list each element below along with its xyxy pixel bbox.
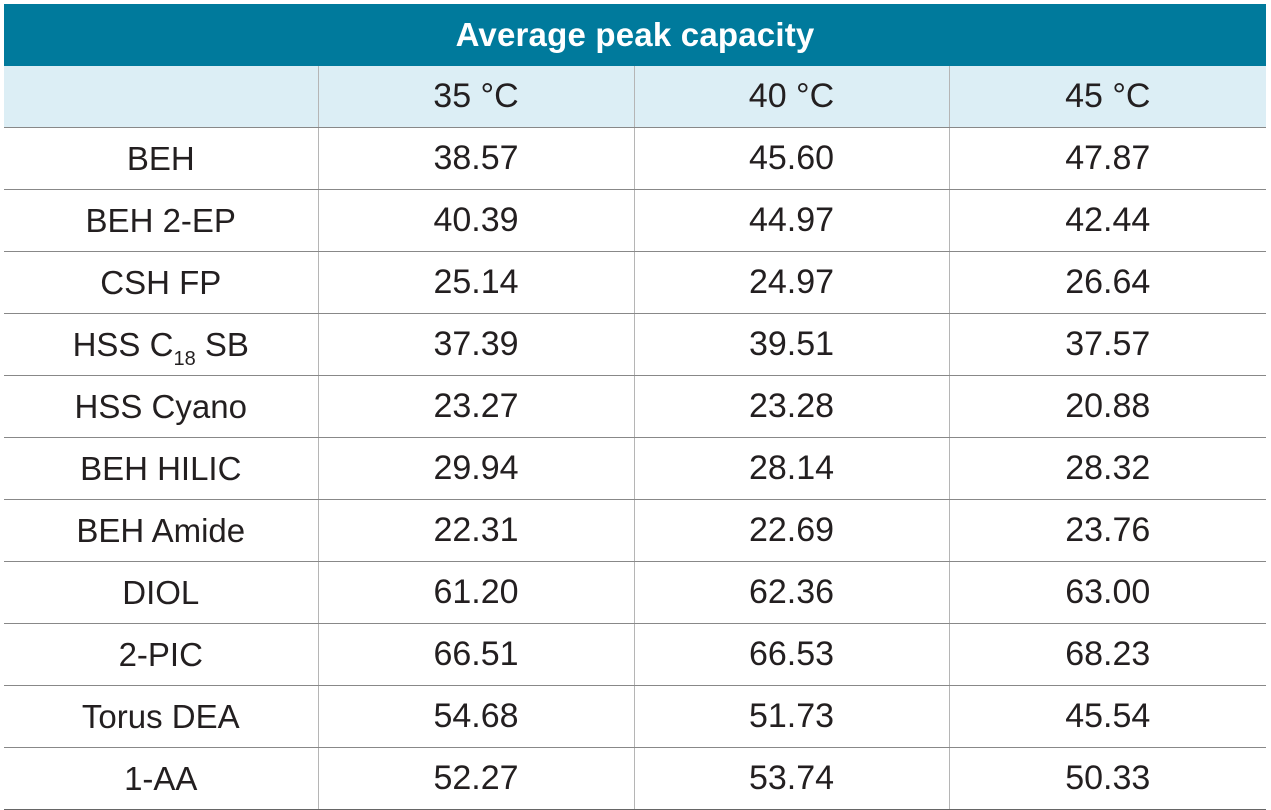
row-label: HSS Cyano xyxy=(4,375,318,438)
table-row: HSS C18 SB 37.39 39.51 37.57 xyxy=(4,313,1267,376)
table-row: 2-PIC 66.51 66.53 68.23 xyxy=(4,623,1267,686)
row-label: BEH HILIC xyxy=(4,437,318,500)
table-cell: 51.73 xyxy=(633,685,949,748)
table-cell: 37.39 xyxy=(317,313,634,376)
table-cell: 42.44 xyxy=(948,189,1267,252)
table-row: CSH FP 25.14 24.97 26.64 xyxy=(4,251,1267,314)
table-header-row: 35 °C 40 °C 45 °C xyxy=(4,66,1267,128)
table-cell: 28.32 xyxy=(948,437,1267,500)
table-cell: 68.23 xyxy=(948,623,1267,686)
row-label: CSH FP xyxy=(4,251,318,314)
table-cell: 66.53 xyxy=(633,623,949,686)
table-cell: 50.33 xyxy=(948,747,1267,810)
row-label: BEH 2-EP xyxy=(4,189,318,252)
table-cell: 26.64 xyxy=(948,251,1267,314)
table-cell: 45.60 xyxy=(633,127,949,190)
table-cell: 62.36 xyxy=(633,561,949,624)
row-label: 1-AA xyxy=(4,747,318,810)
row-label: Torus DEA xyxy=(4,685,318,748)
row-label: BEH Amide xyxy=(4,499,318,562)
table-cell: 66.51 xyxy=(317,623,634,686)
table-title: Average peak capacity xyxy=(4,4,1267,66)
table-cell: 20.88 xyxy=(948,375,1267,438)
row-label-subscript: 18 xyxy=(173,347,196,370)
table-cell: 29.94 xyxy=(317,437,634,500)
table-row: HSS Cyano 23.27 23.28 20.88 xyxy=(4,375,1267,438)
table-row: BEH HILIC 29.94 28.14 28.32 xyxy=(4,437,1267,500)
row-label: HSS C18 SB xyxy=(4,313,318,376)
table-cell: 23.76 xyxy=(948,499,1267,562)
header-cell-empty xyxy=(4,66,318,128)
table-row: BEH 2-EP 40.39 44.97 42.44 xyxy=(4,189,1267,252)
table-title-row: Average peak capacity xyxy=(4,4,1267,66)
row-label-prefix: HSS C xyxy=(72,325,174,363)
table-cell: 40.39 xyxy=(317,189,634,252)
table-row: BEH 38.57 45.60 47.87 xyxy=(4,127,1267,190)
table-row: DIOL 61.20 62.36 63.00 xyxy=(4,561,1267,624)
table-cell: 61.20 xyxy=(317,561,634,624)
table-row: Torus DEA 54.68 51.73 45.54 xyxy=(4,685,1267,748)
table-row: BEH Amide 22.31 22.69 23.76 xyxy=(4,499,1267,562)
table-cell: 47.87 xyxy=(948,127,1267,190)
row-label: DIOL xyxy=(4,561,318,624)
table-cell: 45.54 xyxy=(948,685,1267,748)
header-cell-45c: 45 °C xyxy=(948,66,1267,128)
table-cell: 23.28 xyxy=(633,375,949,438)
header-cell-35c: 35 °C xyxy=(317,66,634,128)
table-cell: 28.14 xyxy=(633,437,949,500)
table-cell: 24.97 xyxy=(633,251,949,314)
table-cell: 54.68 xyxy=(317,685,634,748)
row-label-suffix: SB xyxy=(195,325,249,363)
table-cell: 63.00 xyxy=(948,561,1267,624)
row-label: 2-PIC xyxy=(4,623,318,686)
table-cell: 22.31 xyxy=(317,499,634,562)
table-cell: 52.27 xyxy=(317,747,634,810)
table-cell: 37.57 xyxy=(948,313,1267,376)
table-cell: 44.97 xyxy=(633,189,949,252)
table-cell: 22.69 xyxy=(633,499,949,562)
peak-capacity-table-container: Average peak capacity 35 °C 40 °C 45 °C … xyxy=(4,4,1267,810)
header-cell-40c: 40 °C xyxy=(633,66,949,128)
row-label: BEH xyxy=(4,127,318,190)
table-cell: 38.57 xyxy=(317,127,634,190)
peak-capacity-table: Average peak capacity 35 °C 40 °C 45 °C … xyxy=(4,4,1267,810)
table-cell: 53.74 xyxy=(633,747,949,810)
table-cell: 39.51 xyxy=(633,313,949,376)
table-cell: 23.27 xyxy=(317,375,634,438)
table-row: 1-AA 52.27 53.74 50.33 xyxy=(4,747,1267,810)
table-cell: 25.14 xyxy=(317,251,634,314)
